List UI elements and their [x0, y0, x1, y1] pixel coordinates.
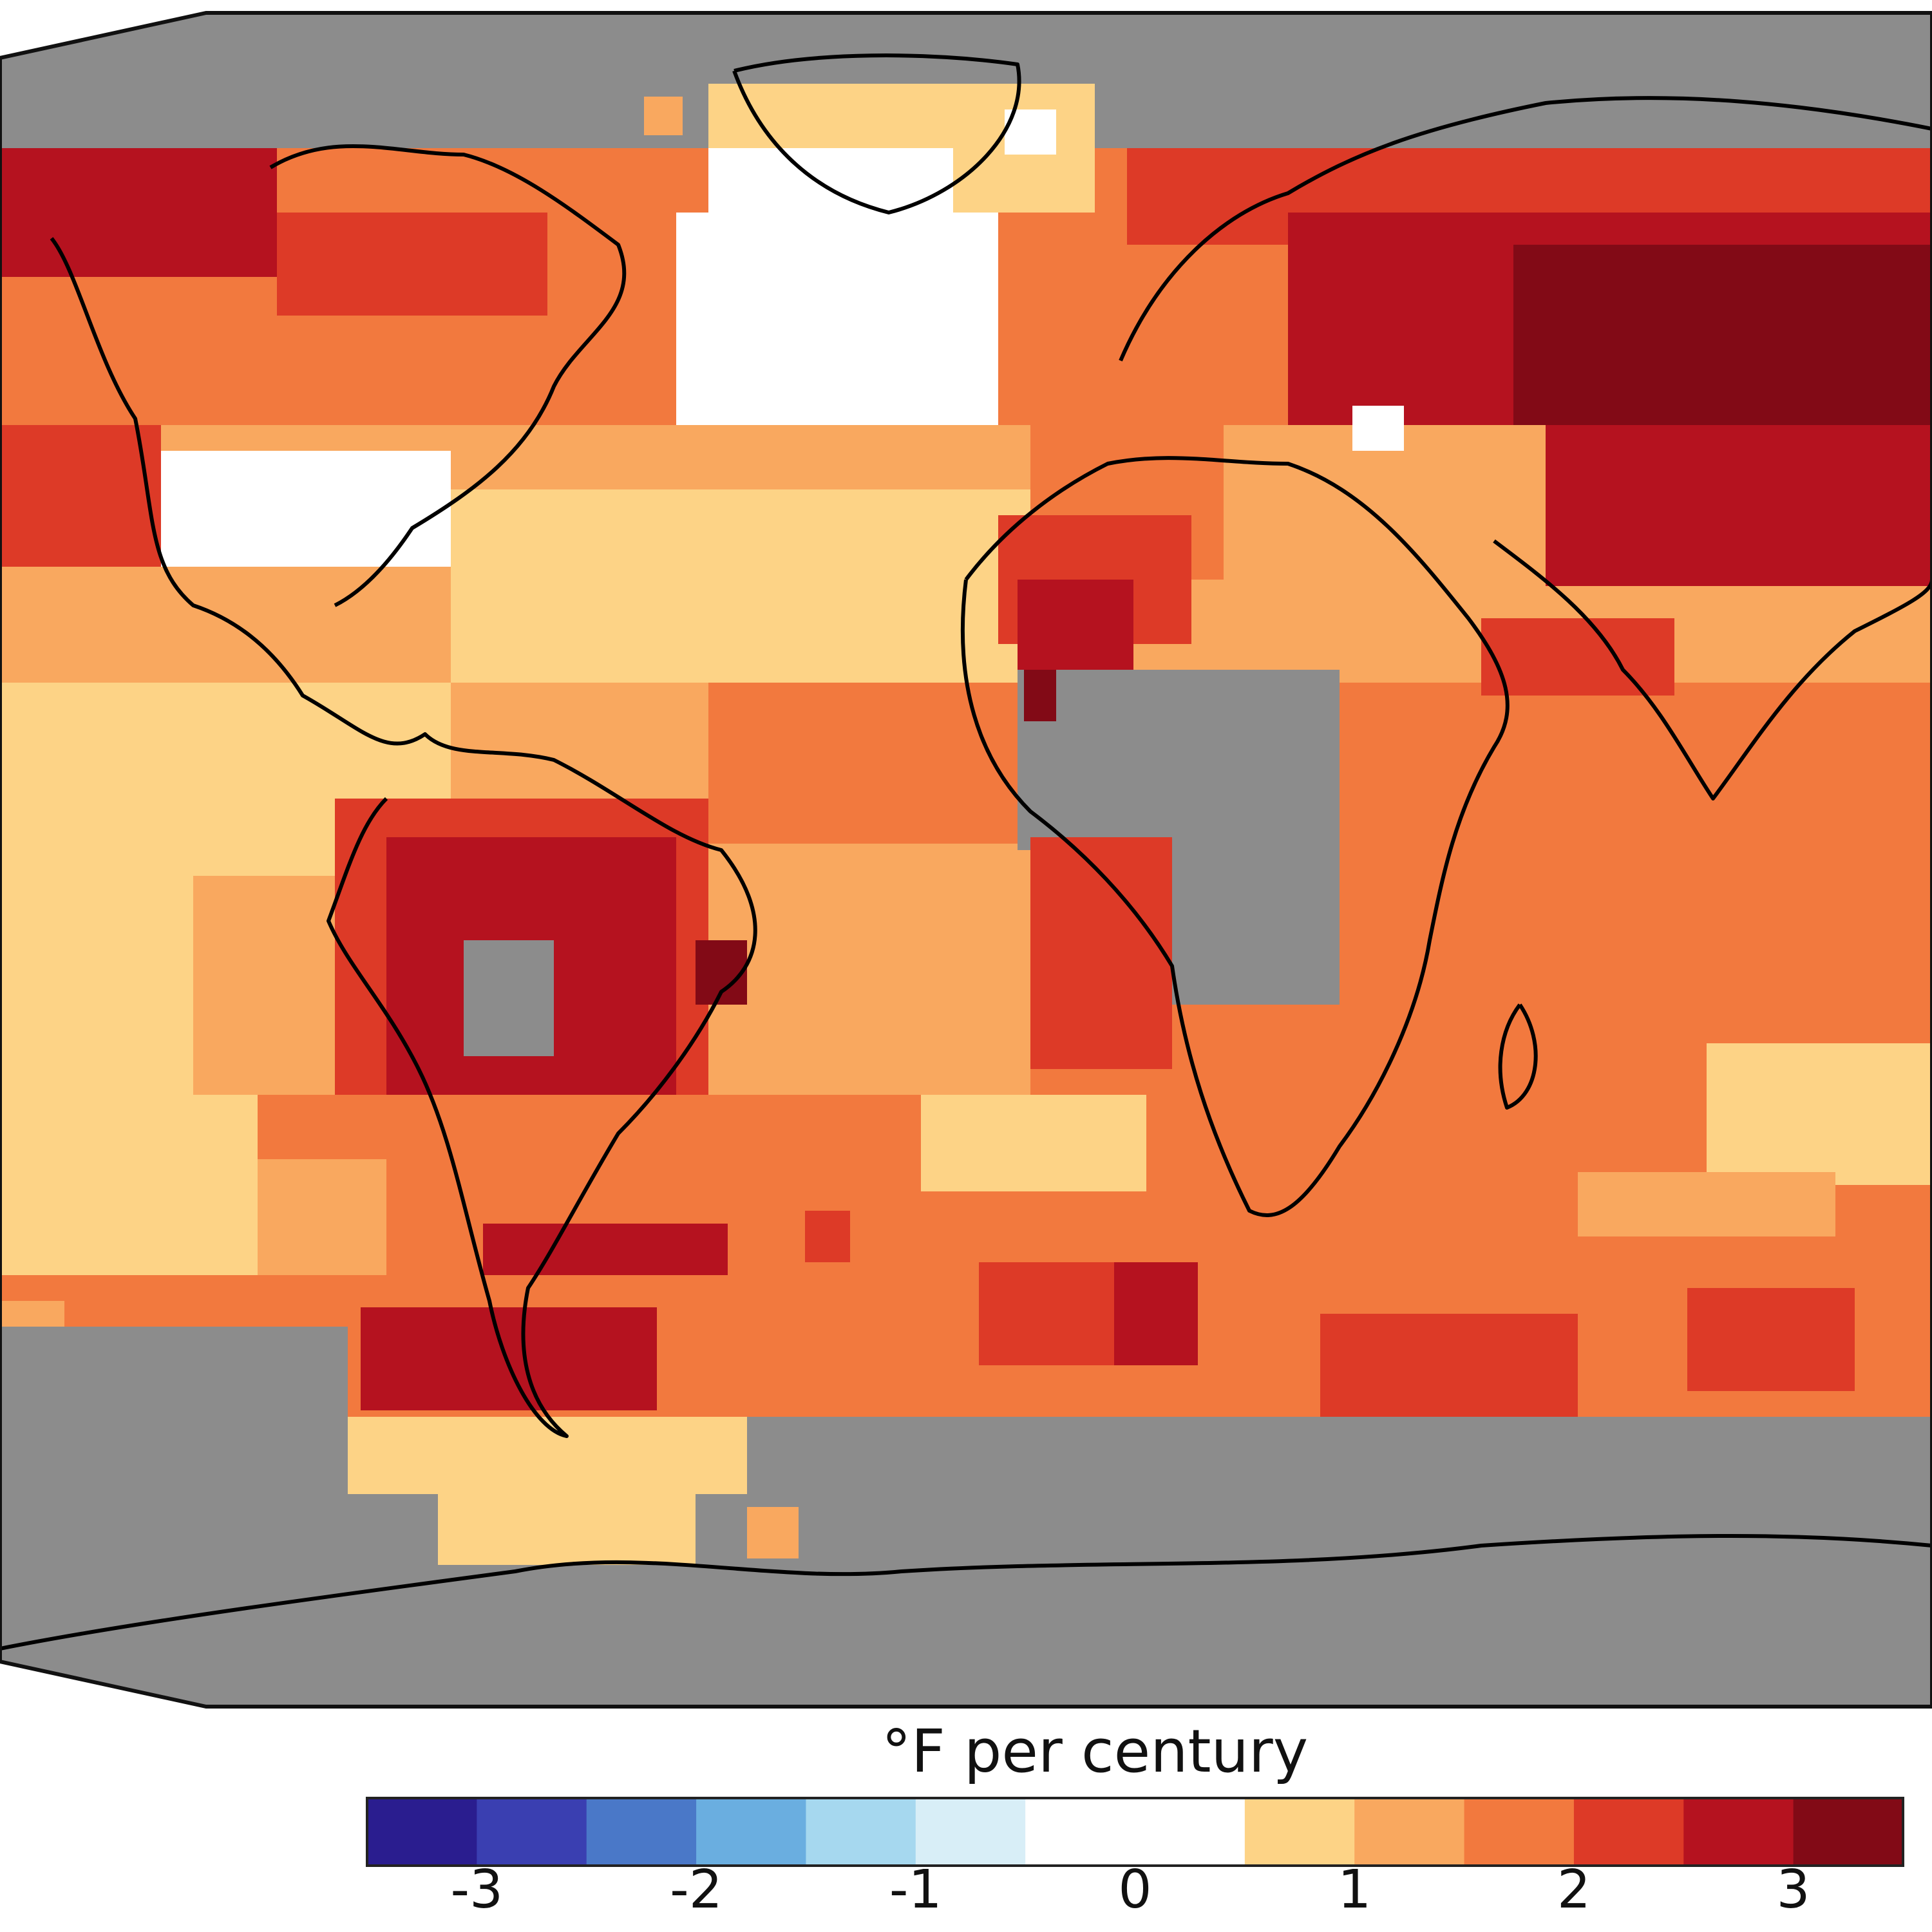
colorbar-swatch — [367, 1798, 477, 1866]
legend-tick-label: -2 — [670, 1859, 723, 1920]
colorbar-swatch — [586, 1798, 697, 1866]
trend-cells — [0, 84, 1932, 1707]
colorbar-swatch — [1025, 1798, 1135, 1866]
colorbar-swatch — [696, 1798, 806, 1866]
legend-tick-label: 0 — [1118, 1859, 1152, 1920]
legend-tick-label: -3 — [450, 1859, 504, 1920]
coastlines — [0, 53, 1932, 1651]
legend-tick-label: 1 — [1338, 1859, 1372, 1920]
colorbar-swatch — [1135, 1798, 1245, 1866]
legend-colorbar — [366, 1797, 1904, 1867]
colorbar-swatch — [1354, 1798, 1465, 1866]
colorbar-swatch — [806, 1798, 916, 1866]
legend-title: °F per century — [881, 1717, 1309, 1786]
colorbar-swatch — [1573, 1798, 1684, 1866]
colorbar-swatch — [477, 1798, 587, 1866]
legend-tick-label: 3 — [1776, 1859, 1810, 1920]
legend-tick-label: -1 — [889, 1859, 942, 1920]
colorbar-swatch — [1683, 1798, 1794, 1866]
colorbar-swatch — [1464, 1798, 1575, 1866]
legend-tick-label: 2 — [1557, 1859, 1591, 1920]
colorbar-swatch — [1793, 1798, 1904, 1866]
map-frame — [0, 13, 1932, 1707]
colorbar-frame — [366, 1797, 1904, 1867]
colorbar-swatch — [1244, 1798, 1355, 1866]
map-border — [0, 11, 1932, 1709]
colorbar-swatch — [915, 1798, 1026, 1866]
